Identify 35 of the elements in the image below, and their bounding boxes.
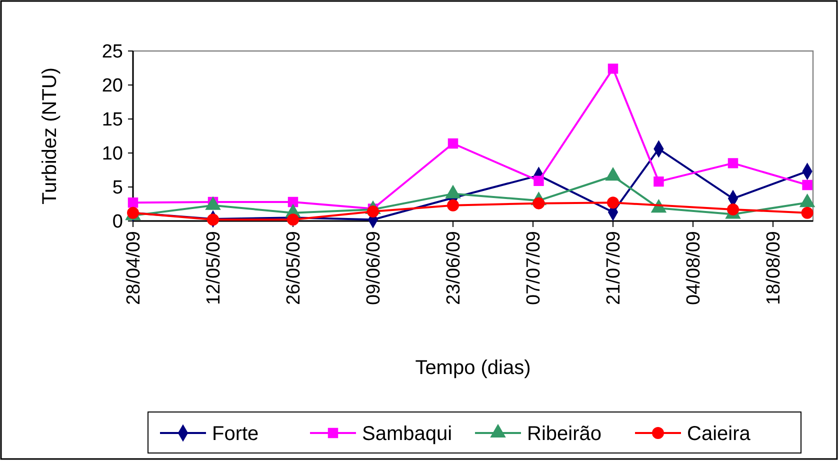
point — [654, 176, 664, 187]
y-tick-label: 10 — [102, 144, 123, 165]
point — [607, 196, 619, 209]
point — [448, 138, 458, 149]
y-tick-label: 0 — [112, 212, 123, 233]
point — [288, 196, 298, 208]
x-tick-label: 18/08/09 — [764, 231, 785, 305]
legend-label: Sambaqui — [362, 423, 452, 445]
point — [801, 206, 814, 219]
point — [447, 199, 459, 212]
y-tick-label: 25 — [102, 42, 123, 63]
y-tick-label: 5 — [112, 178, 123, 199]
legend-label: Ribeirão — [527, 423, 602, 445]
legend-label: Forte — [212, 423, 259, 445]
x-tick-label: 09/06/09 — [364, 231, 385, 305]
point — [728, 158, 738, 168]
y-axis-title: Turbidez (NTU) — [39, 67, 61, 205]
y-tick-label: 20 — [102, 76, 123, 97]
x-tick-label: 28/04/09 — [124, 231, 145, 305]
point — [727, 203, 739, 216]
x-tick-label: 07/07/09 — [524, 231, 545, 305]
x-tick-label: 26/05/09 — [284, 231, 305, 305]
point — [534, 176, 544, 186]
x-tick-label: 21/07/09 — [604, 231, 625, 305]
x-tick-label: 12/05/09 — [204, 231, 225, 305]
legend-label: Caieira — [687, 423, 752, 445]
x-tick-label: 04/08/09 — [684, 231, 705, 305]
point — [802, 180, 812, 190]
point — [207, 214, 219, 226]
point — [608, 64, 618, 74]
y-tick-label: 15 — [102, 110, 123, 131]
point — [128, 198, 138, 208]
x-axis-title: Tempo (dias) — [415, 357, 531, 379]
x-tick-label: 23/06/09 — [444, 231, 465, 305]
point — [287, 214, 299, 226]
